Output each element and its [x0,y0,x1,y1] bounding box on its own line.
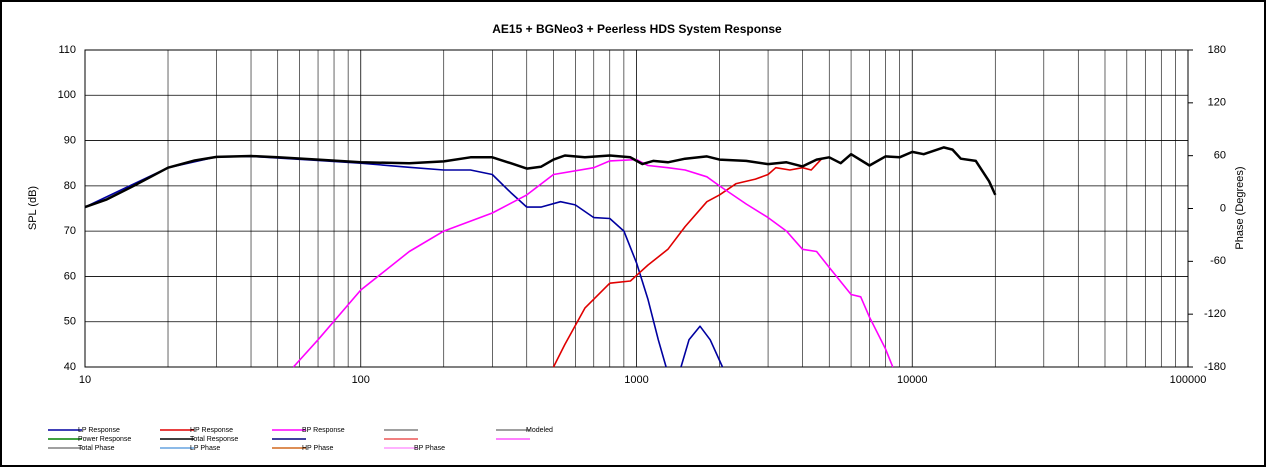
legend-label: Modeled [526,427,553,434]
y2-tick-label: -60 [1210,255,1226,267]
legend-label: LP Response [78,427,120,434]
chart-title: AE15 + BGNeo3 + Peerless HDS System Resp… [492,22,782,36]
x-tick-label: 1000 [624,374,648,386]
x-tick-label: 100 [352,374,370,386]
legend-label: BP Response [302,427,345,434]
series-line [552,156,842,368]
legend-label: Power Response [78,436,131,443]
series-line [84,146,997,209]
x-tick-label: 10 [79,374,91,386]
y-axis-title: SPL (dB) [27,186,39,230]
y-tick-label: 90 [64,134,76,146]
y-tick-label: 60 [64,270,76,282]
y2-tick-label: 180 [1208,44,1226,56]
legend-label: BP Phase [414,445,445,452]
y-tick-label: 100 [58,89,76,101]
y-tick-label: 70 [64,225,76,237]
y2-axis-title: Phase (Degrees) [1234,166,1246,249]
x-tick-label: 10000 [897,374,928,386]
legend: LP Response HP Response BP Response Modeled… [48,427,553,452]
series-line [292,158,894,368]
x-tick-label: 100000 [1170,374,1207,386]
legend-label: LP Phase [190,445,220,452]
y-tick-label: 50 [64,316,76,328]
y2-tick-label: 120 [1208,97,1226,109]
y2-tick-label: 0 [1220,202,1226,214]
y2-tick-label: -120 [1204,308,1226,320]
y-tick-label: 40 [64,361,76,373]
y-tick-label: 80 [64,180,76,192]
y2-tick-label: 60 [1214,150,1226,162]
legend-label: Total Phase [78,445,115,452]
legend-label: HP Response [190,427,233,434]
y2-tick-label: -180 [1204,361,1226,373]
legend-label: Total Response [190,436,238,443]
plot-border [84,49,1189,368]
y-tick-label: 110 [58,44,76,56]
legend-label: HP Phase [302,445,333,452]
